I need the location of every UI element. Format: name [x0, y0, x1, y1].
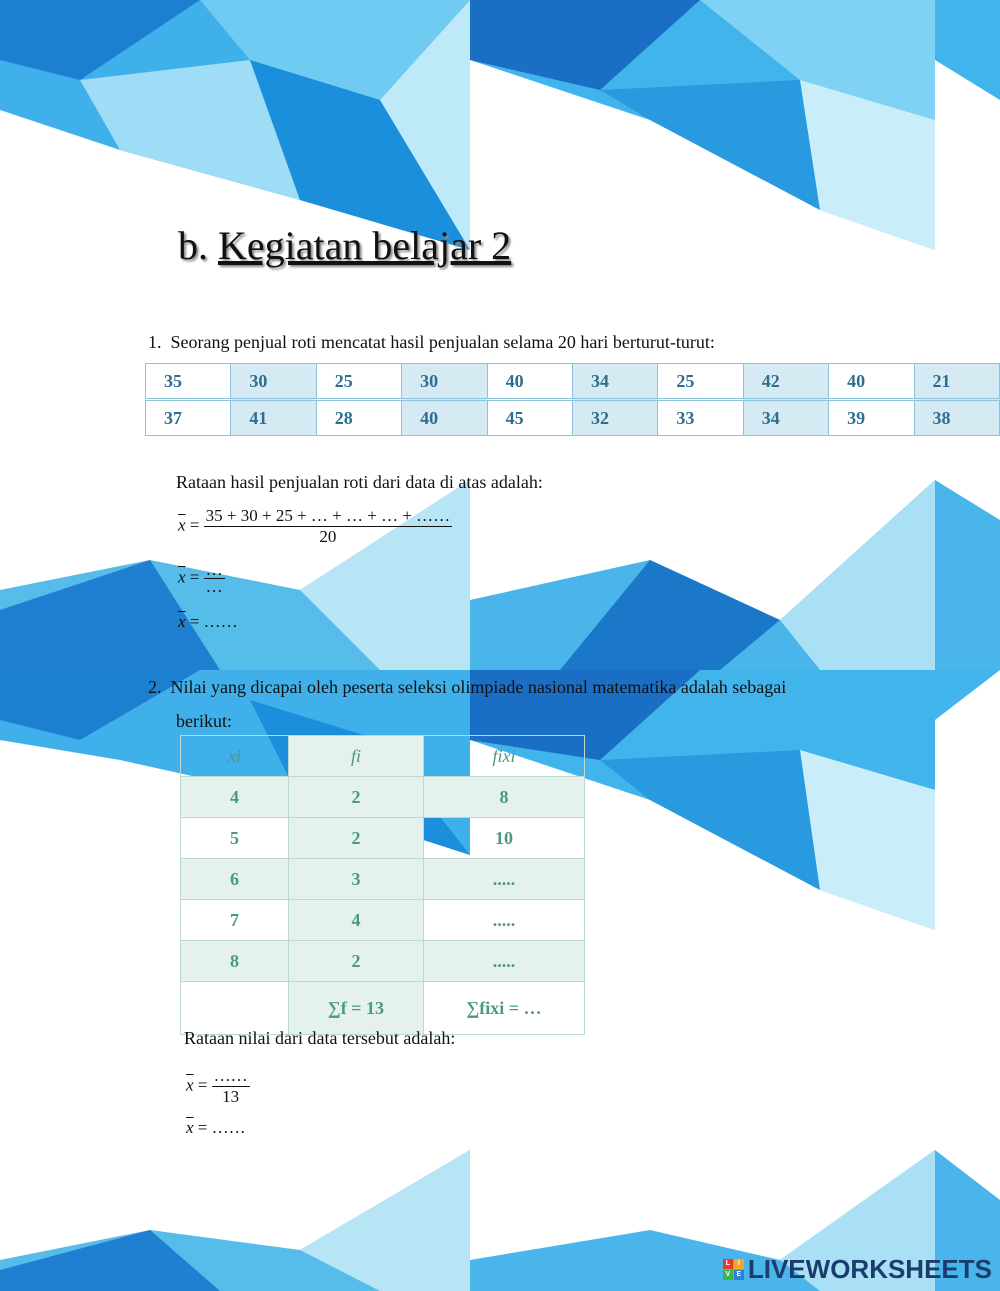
formula-5: x = ……	[186, 1118, 246, 1137]
table-cell: 35	[144, 363, 232, 401]
table-cell: fi	[288, 735, 424, 777]
table-cell: 40	[401, 399, 488, 436]
table-row: 6 3.....	[180, 858, 585, 900]
table-row: 37 41 28 40 45 32 33 34 39 38	[144, 399, 1000, 436]
table-cell: 8	[180, 940, 289, 982]
table-cell: 33	[657, 399, 744, 436]
table-cell: fixi	[423, 735, 585, 777]
table-cell: 25	[315, 363, 403, 401]
sales-data-table: 35 30 25 30 40 34 25 42 40 21 37 41 28 40 45 32 33 34 39 38	[144, 363, 1000, 436]
logo-letter: V	[722, 1270, 733, 1280]
top-pattern	[0, 0, 1000, 250]
question-1-text: 1. Seorang penjual roti mencatat hasil p…	[148, 332, 715, 352]
table-cell: .....	[423, 940, 585, 982]
formula-3: x = ……	[178, 612, 238, 631]
table-row: 35 30 25 30 40 34 25 42 40 21	[144, 363, 1000, 401]
frequency-table: xi fi fixi 4 2 8 5 2 10 6 3..... 7 4..... 8 2..... ∑f =…	[180, 735, 585, 1035]
table-cell: 5	[180, 817, 289, 859]
table-cell: .....	[423, 899, 585, 941]
table-cell: 2	[288, 817, 424, 859]
question-2-text: 2. Nilai yang dicapai oleh peserta selek…	[148, 677, 787, 731]
sum-row: ∑f = 13 ∑fixi = …	[180, 981, 585, 1035]
table-cell	[180, 981, 289, 1035]
table-row: 7 4.....	[180, 899, 585, 941]
table-cell: 30	[401, 363, 488, 401]
table-cell: 28	[315, 399, 403, 436]
table-row: 8 2.....	[180, 940, 585, 982]
table-cell: 37	[144, 399, 232, 436]
table-cell: ∑fixi = …	[423, 981, 585, 1035]
table-cell: 6	[180, 858, 289, 900]
table-cell: 8	[423, 776, 585, 818]
table-cell: 25	[657, 363, 744, 401]
table-cell: 21	[913, 363, 1000, 401]
bottom-pattern	[0, 1150, 1000, 1291]
logo-letter: I	[733, 1259, 744, 1269]
table-cell: 40	[828, 363, 915, 401]
question-2-prompt: Rataan nilai dari data tersebut adalah:	[184, 1028, 456, 1048]
table-cell: 32	[571, 399, 659, 436]
question-1-prompt: Rataan hasil penjualan roti dari data di…	[176, 472, 543, 492]
table-cell: 39	[828, 399, 915, 436]
table-row: 5 2 10	[180, 817, 585, 859]
table-cell: 4	[288, 899, 424, 941]
title-text: Kegiatan belajar 2	[218, 223, 512, 268]
table-cell: 45	[486, 399, 573, 436]
table-cell: 34	[742, 399, 830, 436]
table-cell: 2	[288, 940, 424, 982]
table-cell: 42	[742, 363, 830, 401]
formula-4: x = …… 13	[186, 1066, 250, 1106]
table-cell: 2	[288, 776, 424, 818]
table-cell: 7	[180, 899, 289, 941]
table-cell: ∑f = 13	[288, 981, 424, 1035]
table-cell: 3	[288, 858, 424, 900]
formula-1: x = 35 + 30 + 25 + … + … + … + …… 20	[178, 506, 453, 546]
table-cell: 41	[230, 399, 317, 436]
table-cell: 40	[486, 363, 573, 401]
table-cell: .....	[423, 858, 585, 900]
table-header: xi fi fixi	[180, 735, 585, 777]
logo-letter: E	[733, 1270, 744, 1280]
table-cell: xi	[180, 735, 289, 777]
table-cell: 4	[180, 776, 289, 818]
table-cell: 34	[571, 363, 659, 401]
logo-letter: L	[722, 1259, 733, 1269]
table-cell: 10	[423, 817, 585, 859]
table-cell: 30	[230, 363, 317, 401]
table-cell: 38	[913, 399, 1000, 436]
formula-2: x = ……	[178, 560, 225, 596]
page-title: b. Kegiatan belajar 2	[178, 223, 512, 268]
